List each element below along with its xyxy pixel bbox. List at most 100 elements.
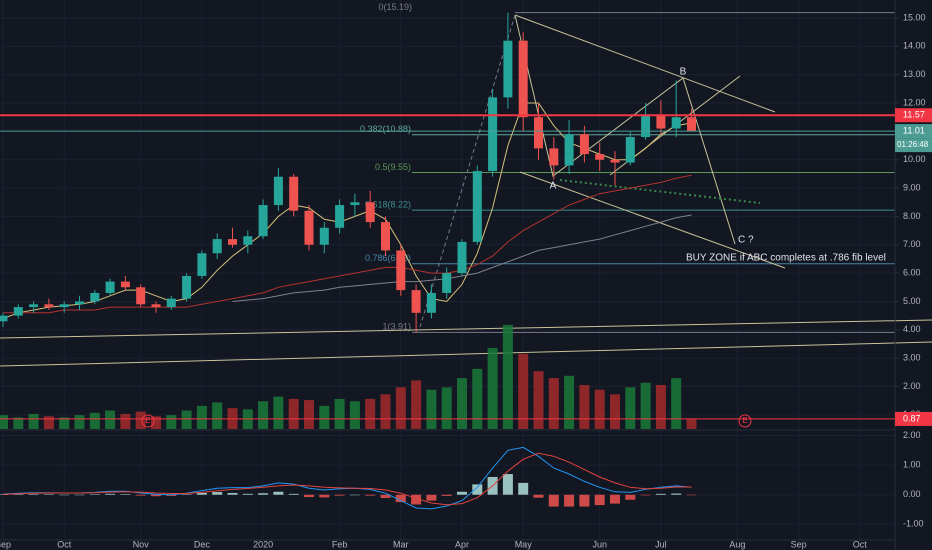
macd-histogram (89, 494, 100, 495)
volume-bar (105, 410, 116, 429)
candle-body (258, 205, 268, 237)
macd-histogram (671, 493, 682, 495)
candle-body (197, 253, 207, 276)
y-tick-label: 3.00 (903, 353, 921, 363)
y-tick-label: -1.00 (903, 519, 924, 529)
x-tick-label: Jun (592, 539, 607, 549)
candle-body (151, 304, 161, 308)
x-tick-label: Feb (332, 539, 348, 549)
volume-bar (135, 411, 146, 429)
volume-bar (212, 402, 223, 429)
candle-body (579, 134, 589, 155)
volume-bar (258, 401, 269, 429)
candle-body (671, 117, 681, 129)
candle-body (289, 176, 299, 211)
volume-bar (686, 418, 697, 429)
macd-histogram (594, 494, 605, 506)
macd-histogram (120, 494, 131, 495)
fib-label: 0.786(6.33) (365, 253, 411, 263)
macd-histogram (564, 494, 575, 507)
candle-body (426, 292, 436, 313)
y-tick-label: 1.00 (903, 460, 921, 470)
macd-histogram (242, 493, 253, 495)
volume-bar (59, 417, 70, 429)
y-tick-label: 8.00 (903, 211, 921, 221)
macd-histogram (686, 494, 697, 496)
macd-histogram (59, 494, 70, 496)
volume-bar (151, 416, 161, 429)
volume-bar (349, 401, 360, 429)
volume-bar (564, 375, 575, 429)
y-tick-label: 5.00 (903, 296, 921, 306)
volume-bar (304, 400, 314, 429)
macd-histogram (426, 494, 437, 501)
countdown-box (895, 138, 932, 153)
macd-histogram (655, 493, 666, 495)
macd-histogram (625, 494, 636, 500)
volume-bar (487, 348, 498, 429)
macd-histogram (365, 494, 376, 496)
macd-histogram (502, 474, 513, 495)
candle-body (243, 236, 253, 245)
volume-bar (610, 394, 620, 429)
y-tick-label: 10.00 (903, 154, 926, 164)
x-tick-label: 2020 (253, 539, 273, 549)
candle-body (365, 202, 375, 223)
volume-bar (518, 353, 529, 429)
macd-histogram (13, 494, 24, 495)
volume-bar (426, 389, 437, 429)
macd-histogram (181, 494, 192, 495)
x-tick-label: Sep (0, 539, 11, 549)
macd-histogram (43, 494, 54, 495)
volume-bar (548, 378, 559, 429)
macd-histogram (227, 492, 238, 495)
wave-label: A (550, 181, 557, 192)
candle-body (687, 117, 696, 132)
candle-body (564, 134, 574, 166)
volume-bar (166, 415, 177, 429)
candle-body (59, 304, 69, 308)
earnings-label: E (742, 416, 747, 425)
wave-label: C ? (738, 235, 754, 246)
x-tick-label: Oct (853, 539, 868, 549)
macd-histogram (441, 494, 452, 496)
x-tick-label: May (515, 539, 533, 549)
volume-bar (365, 398, 376, 429)
moving-average (3, 174, 692, 314)
y-tick-label: 0.00 (903, 489, 921, 499)
candle-body (75, 301, 84, 305)
volume-bar (411, 380, 422, 429)
candle-body (304, 210, 314, 245)
candle-body (105, 281, 115, 293)
macd-histogram (212, 492, 223, 495)
candle-body (610, 159, 620, 163)
volume-bar (655, 385, 666, 429)
axis: 1.00 2.00 3.00 4.00 5.00 6.00 7.00 8.00 9.00 10.0… (0, 12, 932, 549)
volume-bar (533, 371, 544, 429)
candle-body (595, 154, 605, 160)
candle-body (136, 287, 146, 305)
macd-histogram (319, 494, 330, 498)
fib-label: 0(15.19) (378, 2, 412, 12)
price-label-box (895, 108, 932, 123)
volume-bar (640, 382, 651, 429)
channel-line (514, 14, 776, 113)
y-tick-label: 15.00 (903, 12, 926, 22)
x-tick-label: Sep (791, 539, 807, 549)
candle-body (472, 171, 482, 242)
volume-bar (579, 385, 590, 429)
macd-histogram (288, 493, 299, 495)
macd-histogram (196, 492, 207, 495)
macd-histogram (166, 494, 177, 496)
macd-histogram (273, 491, 284, 495)
volume-bar (319, 405, 330, 429)
earnings-marker (738, 414, 752, 428)
y-tick-label: 12.00 (903, 97, 926, 107)
y-tick-label: 4.00 (903, 324, 921, 334)
volume-bar (457, 378, 467, 429)
volume-bar (395, 387, 406, 429)
fib-trend (419, 14, 516, 328)
macd-histogram (395, 494, 406, 503)
candle-body (641, 114, 651, 138)
